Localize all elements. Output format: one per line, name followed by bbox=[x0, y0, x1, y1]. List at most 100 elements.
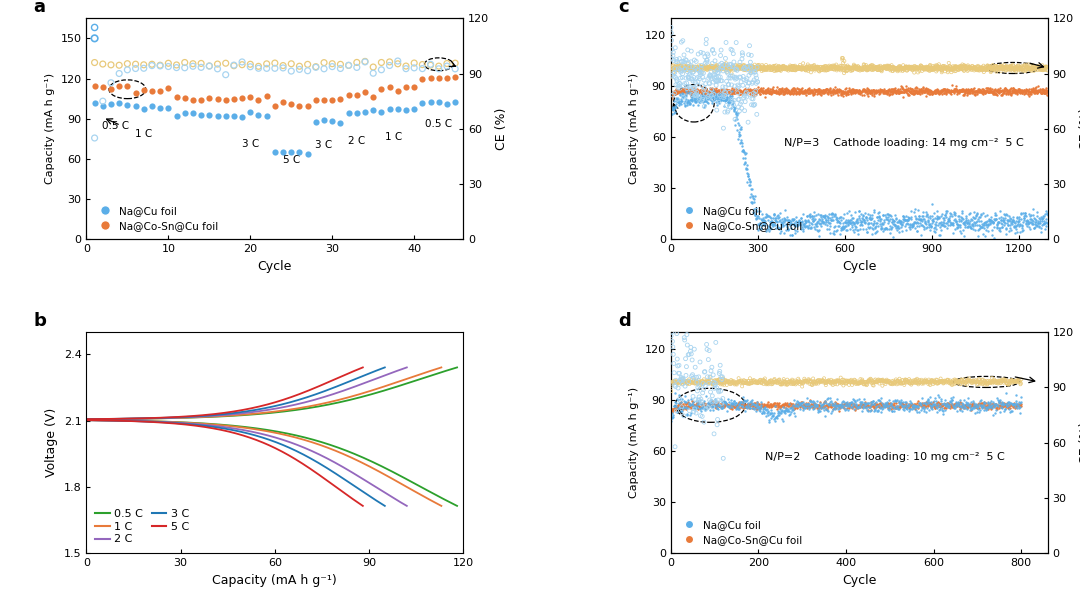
Point bbox=[956, 66, 973, 75]
Point bbox=[916, 218, 933, 227]
Point bbox=[759, 63, 777, 72]
Point bbox=[939, 64, 956, 74]
Point bbox=[687, 85, 704, 95]
Point bbox=[1030, 63, 1048, 72]
Point bbox=[986, 215, 1003, 224]
Point bbox=[735, 60, 753, 70]
Point bbox=[700, 94, 717, 103]
Point bbox=[932, 220, 949, 230]
Point bbox=[669, 407, 686, 417]
Point bbox=[984, 399, 1001, 409]
Point bbox=[856, 208, 874, 218]
Point bbox=[904, 88, 921, 98]
Point bbox=[755, 213, 772, 223]
Point bbox=[852, 64, 869, 74]
Point bbox=[740, 50, 757, 60]
Point bbox=[820, 399, 837, 409]
Point bbox=[710, 376, 727, 386]
Point bbox=[748, 404, 766, 413]
Point bbox=[798, 399, 815, 409]
Point bbox=[948, 375, 966, 385]
Point bbox=[748, 377, 766, 387]
Point bbox=[908, 64, 926, 74]
Point bbox=[706, 402, 724, 412]
Point bbox=[835, 88, 852, 97]
Point bbox=[746, 88, 764, 97]
Point bbox=[729, 62, 746, 72]
Point bbox=[679, 378, 697, 388]
Point bbox=[758, 404, 775, 414]
Point bbox=[947, 86, 964, 96]
Point bbox=[742, 193, 759, 202]
Point bbox=[887, 88, 904, 97]
Point bbox=[780, 225, 797, 235]
Point bbox=[894, 378, 912, 388]
Point bbox=[954, 61, 971, 71]
Point bbox=[1012, 398, 1029, 408]
Point bbox=[744, 376, 761, 385]
Point bbox=[734, 378, 752, 387]
Point bbox=[971, 378, 988, 387]
Point bbox=[748, 401, 766, 410]
Point bbox=[999, 219, 1016, 229]
Point bbox=[1015, 86, 1032, 96]
Point bbox=[809, 63, 826, 73]
Point bbox=[725, 376, 742, 386]
Point bbox=[886, 64, 903, 74]
Point bbox=[920, 375, 937, 384]
Point bbox=[828, 218, 846, 227]
Point bbox=[958, 404, 975, 413]
Point bbox=[951, 379, 969, 389]
Point bbox=[918, 86, 935, 96]
Point bbox=[768, 61, 785, 71]
Point bbox=[742, 63, 759, 73]
Point bbox=[86, 98, 104, 108]
Point bbox=[743, 197, 760, 207]
Point bbox=[726, 65, 743, 75]
Point bbox=[704, 402, 721, 412]
Point bbox=[772, 379, 789, 389]
Point bbox=[835, 65, 852, 75]
Point bbox=[835, 375, 852, 385]
Point bbox=[414, 98, 431, 108]
Point bbox=[985, 399, 1002, 409]
Point bbox=[730, 128, 747, 137]
Point bbox=[880, 395, 897, 405]
Point bbox=[989, 399, 1007, 409]
Point bbox=[933, 401, 950, 410]
Point bbox=[991, 226, 1009, 236]
Point bbox=[822, 62, 839, 72]
Point bbox=[960, 215, 977, 224]
Point bbox=[807, 400, 824, 410]
Point bbox=[788, 377, 806, 387]
Point bbox=[693, 398, 711, 407]
Point bbox=[948, 378, 966, 387]
Point bbox=[852, 401, 869, 410]
Point bbox=[826, 398, 843, 408]
Point bbox=[672, 86, 689, 96]
Point bbox=[944, 218, 961, 228]
Point bbox=[724, 91, 741, 101]
Point bbox=[176, 108, 193, 118]
Point bbox=[773, 215, 791, 224]
Point bbox=[679, 72, 697, 81]
Point bbox=[1002, 88, 1020, 98]
Point bbox=[734, 154, 752, 164]
Point bbox=[986, 61, 1003, 71]
Point bbox=[915, 86, 932, 96]
Point bbox=[796, 399, 813, 409]
Point bbox=[953, 212, 970, 221]
Point bbox=[887, 220, 904, 230]
Point bbox=[708, 420, 726, 430]
Point bbox=[754, 60, 771, 70]
Point bbox=[978, 86, 996, 96]
Point bbox=[897, 219, 915, 229]
Point bbox=[905, 218, 922, 228]
Point bbox=[249, 61, 267, 71]
Point bbox=[1016, 86, 1034, 96]
Point bbox=[930, 377, 947, 387]
Point bbox=[926, 208, 943, 218]
Point bbox=[726, 105, 743, 114]
Point bbox=[809, 402, 826, 412]
Point bbox=[953, 61, 970, 71]
